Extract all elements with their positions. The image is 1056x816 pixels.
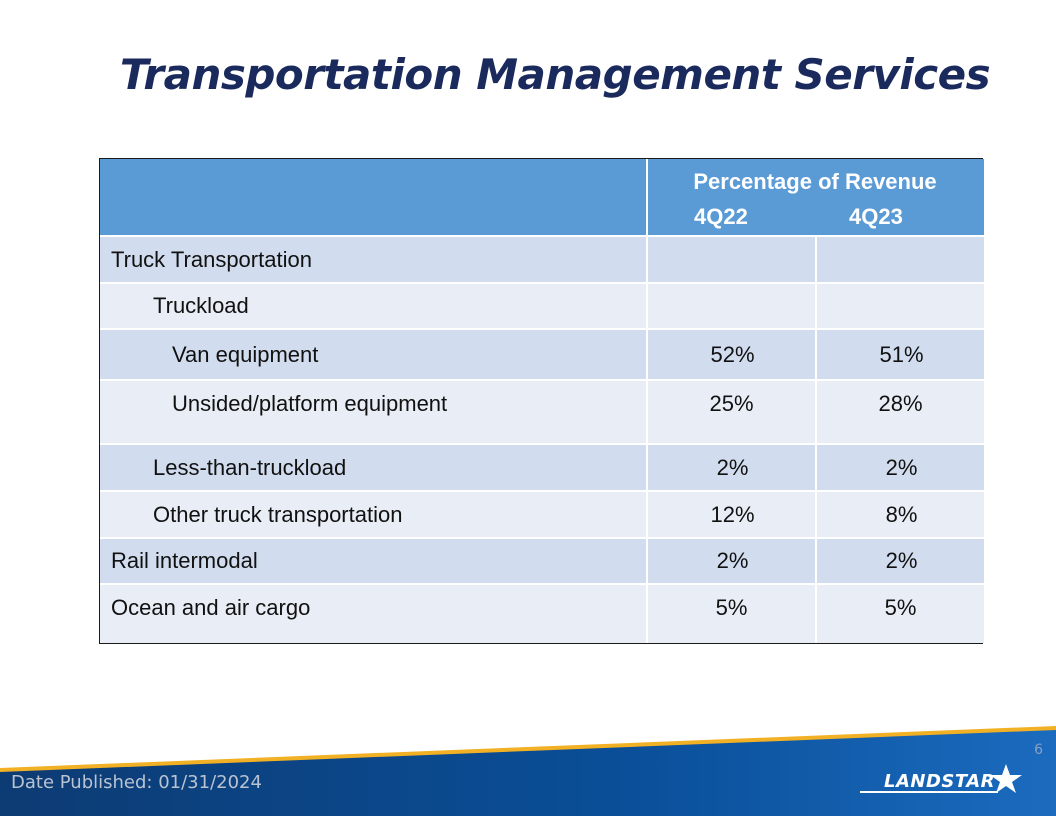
slide-title: Transportation Management Services [119,50,991,99]
row-value-4q22: 5% [646,585,815,643]
row-label: Ocean and air cargo [111,595,311,620]
column-header-4q22: 4Q22 [694,204,748,229]
page-number: 6 [1034,742,1043,758]
row-value-4q23: 2% [815,445,986,490]
row-value-4q23 [815,284,986,328]
column-header-4q23: 4Q23 [849,204,903,229]
table-row: Less-than-truckload 2% 2% [100,445,984,492]
row-label: Rail intermodal [111,548,258,573]
row-value-4q22: 2% [646,445,817,490]
row-value-4q23: 28% [815,381,984,443]
star-icon [990,764,1022,793]
row-value-4q22 [646,284,817,328]
row-value-4q22: 2% [646,539,817,583]
row-value-4q22 [646,237,817,282]
row-value-4q22: 25% [646,381,815,443]
table-row: Rail intermodal 2% 2% [100,539,984,585]
revenue-table: Percentage of Revenue 4Q22 4Q23 Truck Tr… [99,158,984,644]
table-row: Van equipment 52% 51% [100,330,984,381]
row-label: Truckload [153,293,249,318]
row-label: Less-than-truckload [153,454,347,480]
table-header-label: Percentage of Revenue [693,169,937,194]
row-label: Unsided/platform equipment [172,391,448,416]
table-header-cell [646,159,817,235]
table-row: Truck Transportation [100,237,984,284]
table-row: Ocean and air cargo 5% 5% [100,585,984,643]
row-value-4q23 [815,237,986,282]
row-label: Truck Transportation [111,246,312,272]
table-row: Other truck transportation 12% 8% [100,492,984,539]
row-value-4q23: 8% [815,492,986,537]
row-label: Van equipment [172,341,319,367]
row-label: Other truck transportation [153,501,403,527]
table-header-blank-cell [100,159,646,235]
date-published: Date Published: 01/31/2024 [11,772,262,793]
landstar-logo: LANDSTAR [860,764,1022,793]
row-value-4q23: 51% [815,330,986,379]
table-row: Truckload [100,284,984,330]
table-row: Unsided/platform equipment 25% 28% [100,381,984,445]
table-header-row: Percentage of Revenue 4Q22 4Q23 [100,159,984,237]
row-value-4q22: 52% [646,330,817,379]
svg-text:LANDSTAR: LANDSTAR [884,771,995,792]
row-value-4q23: 2% [815,539,986,583]
row-value-4q23: 5% [815,585,984,643]
row-value-4q22: 12% [646,492,817,537]
footer-banner [0,726,1056,816]
